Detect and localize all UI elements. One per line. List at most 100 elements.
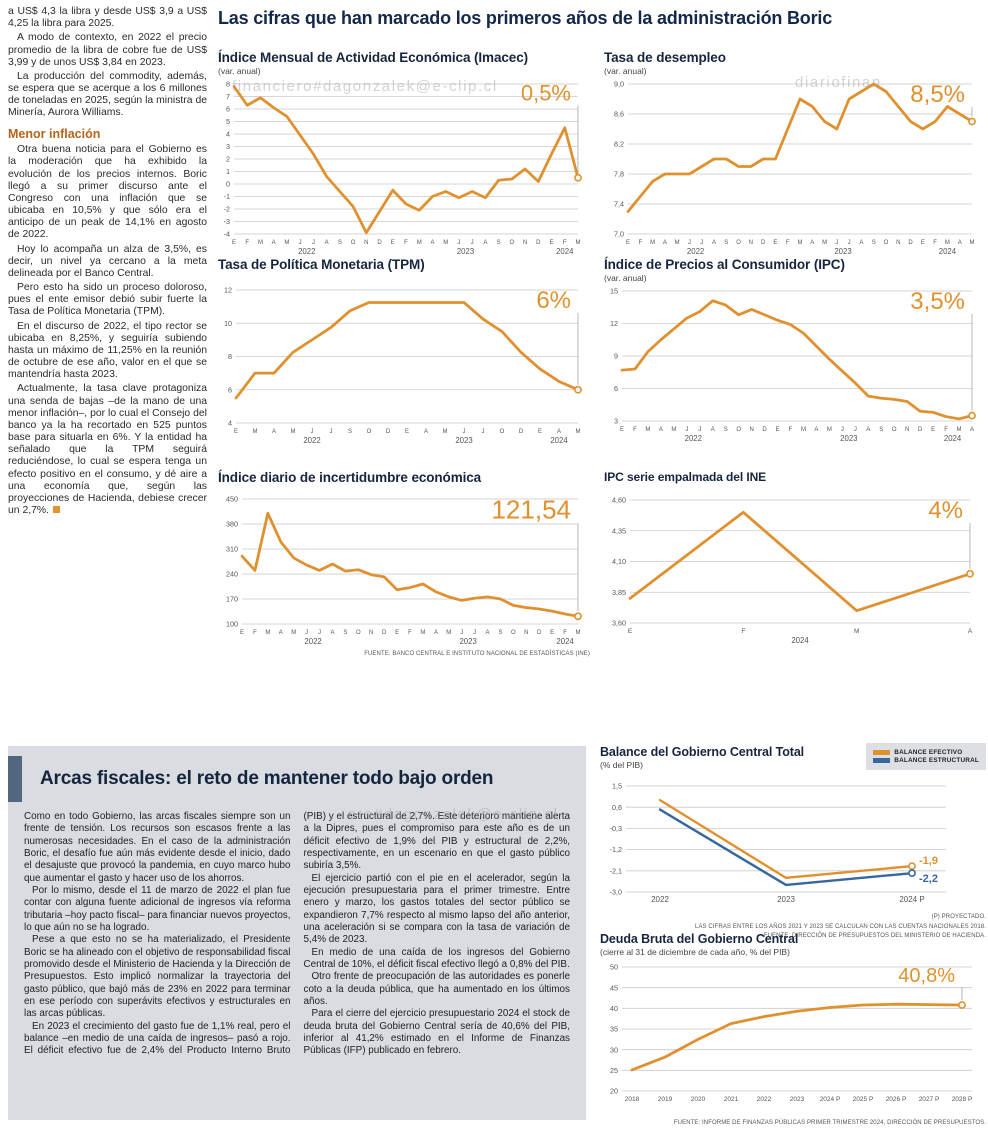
section-heading-menor-inflacion: Menor inflación (8, 126, 101, 141)
desempleo-line-chart: 9,08,68,27,87,47,0E F M A M J J A S O N D E F M A M J J A S O… (614, 80, 976, 256)
svg-text:D: D (382, 630, 387, 636)
svg-text:-1: -1 (224, 192, 230, 201)
svg-text:M: M (650, 240, 655, 246)
svg-text:E: E (234, 429, 238, 435)
svg-text:5: 5 (226, 117, 230, 126)
svg-text:D: D (908, 240, 913, 246)
svg-text:J: J (848, 240, 851, 246)
svg-text:3,85: 3,85 (612, 588, 626, 597)
svg-text:121,54: 121,54 (491, 495, 571, 525)
svg-text:S: S (498, 630, 502, 636)
svg-text:M: M (258, 240, 263, 246)
chart-title: Tasa de desempleo (604, 50, 726, 65)
svg-text:2023: 2023 (777, 895, 795, 904)
svg-text:3: 3 (226, 142, 230, 151)
svg-text:2023: 2023 (840, 434, 857, 443)
svg-text:40,8%: 40,8% (898, 965, 955, 987)
svg-text:O: O (351, 240, 356, 246)
paragraph: Pese a que esto no se ha materializado, … (24, 934, 291, 1020)
svg-text:O: O (356, 630, 361, 636)
svg-text:J: J (299, 240, 302, 246)
svg-text:A: A (968, 628, 973, 635)
deuda-line-chart: 50 45 40 35 30 25 20 2018 2019 2020 2021 2022 2023 20… (610, 963, 972, 1103)
svg-text:J: J (311, 429, 314, 435)
svg-text:30: 30 (610, 1045, 618, 1054)
svg-text:2022: 2022 (685, 434, 702, 443)
chart-source: FUENTE: BANCO CENTRAL E INSTITUTO NACION… (364, 651, 590, 657)
svg-text:A: A (279, 630, 283, 636)
svg-text:M: M (822, 240, 827, 246)
svg-text:J: J (457, 240, 460, 246)
watermark-bottom: ...ero#dagonzalek@e-clip.cl (330, 806, 559, 823)
svg-text:170: 170 (226, 595, 238, 604)
svg-text:O: O (892, 427, 897, 433)
svg-text:-3,0: -3,0 (610, 888, 622, 897)
chart-incertidumbre: Índice diario de incertidumbre económica… (218, 470, 590, 657)
svg-text:D: D (537, 630, 542, 636)
svg-text:310: 310 (226, 545, 238, 554)
svg-text:A: A (430, 240, 434, 246)
svg-text:2024: 2024 (550, 436, 568, 445)
svg-text:N: N (369, 630, 373, 636)
svg-text:10: 10 (224, 319, 232, 328)
svg-text:7,4: 7,4 (614, 200, 624, 209)
svg-text:8,2: 8,2 (614, 140, 624, 149)
svg-text:4,35: 4,35 (612, 526, 626, 535)
svg-text:J: J (463, 429, 466, 435)
svg-text:M: M (970, 240, 975, 246)
svg-text:2024: 2024 (791, 636, 809, 645)
svg-text:O: O (884, 240, 889, 246)
svg-text:F: F (253, 630, 257, 636)
svg-text:2027 P: 2027 P (919, 1096, 940, 1103)
svg-text:E: E (550, 630, 554, 636)
svg-text:J: J (835, 240, 838, 246)
chart-title: IPC serie empalmada del INE (604, 470, 767, 484)
svg-text:A: A (711, 427, 715, 433)
paragraph: FUENTE: DIRECCIÓN DE PRESUPUESTOS DEL MI… (763, 933, 986, 940)
svg-text:E: E (921, 240, 925, 246)
svg-text:6: 6 (226, 105, 230, 114)
svg-text:A: A (958, 240, 962, 246)
svg-text:E: E (773, 240, 777, 246)
svg-text:J: J (473, 630, 476, 636)
svg-text:7,0: 7,0 (614, 230, 624, 239)
svg-text:2022: 2022 (303, 436, 320, 445)
svg-text:-4: -4 (224, 230, 230, 239)
legend: BALANCE EFECTIVO BALANCE ESTRUCTURAL (866, 743, 986, 770)
svg-text:O: O (510, 240, 515, 246)
paragraph: En medio de una caída de los ingresos de… (303, 946, 571, 970)
legend-swatch-efectivo (873, 749, 891, 755)
legend-item-efectivo: BALANCE EFECTIVO (873, 749, 979, 756)
watermark-top: financiero#dagonzalek@e-clip.cl (232, 78, 498, 95)
svg-text:M: M (827, 427, 832, 433)
svg-text:9: 9 (614, 352, 618, 361)
svg-text:2022: 2022 (687, 247, 704, 256)
chart-balance: Balance del Gobierno Central Total (% de… (600, 743, 986, 942)
svg-text:0,5%: 0,5% (521, 81, 571, 106)
svg-text:1: 1 (226, 167, 230, 176)
svg-text:M: M (645, 427, 650, 433)
svg-text:A: A (712, 240, 716, 246)
svg-text:E: E (550, 240, 554, 246)
svg-text:-2,1: -2,1 (610, 866, 622, 875)
fiscal-header: Arcas fiscales: el reto de mantener todo… (8, 756, 586, 802)
paragraph: LAS CIFRAS ENTRE LOS AÑOS 2021 Y 2023 SE… (695, 923, 986, 930)
svg-text:7,8: 7,8 (614, 170, 624, 179)
svg-text:A: A (330, 630, 334, 636)
svg-text:J: J (471, 240, 474, 246)
main-title: Las cifras que han marcado los primeros … (218, 8, 832, 28)
svg-text:J: J (688, 240, 691, 246)
svg-text:F: F (786, 240, 790, 246)
svg-text:F: F (944, 427, 948, 433)
svg-text:4,60: 4,60 (612, 496, 626, 505)
legend-swatch-estructural (873, 758, 891, 763)
svg-text:J: J (841, 427, 844, 433)
svg-text:2023: 2023 (834, 247, 851, 256)
svg-text:A: A (434, 630, 438, 636)
svg-text:A: A (970, 427, 974, 433)
svg-text:M: M (576, 630, 581, 636)
svg-text:2024 P: 2024 P (820, 1096, 841, 1103)
svg-text:D: D (386, 429, 391, 435)
svg-text:J: J (698, 427, 701, 433)
